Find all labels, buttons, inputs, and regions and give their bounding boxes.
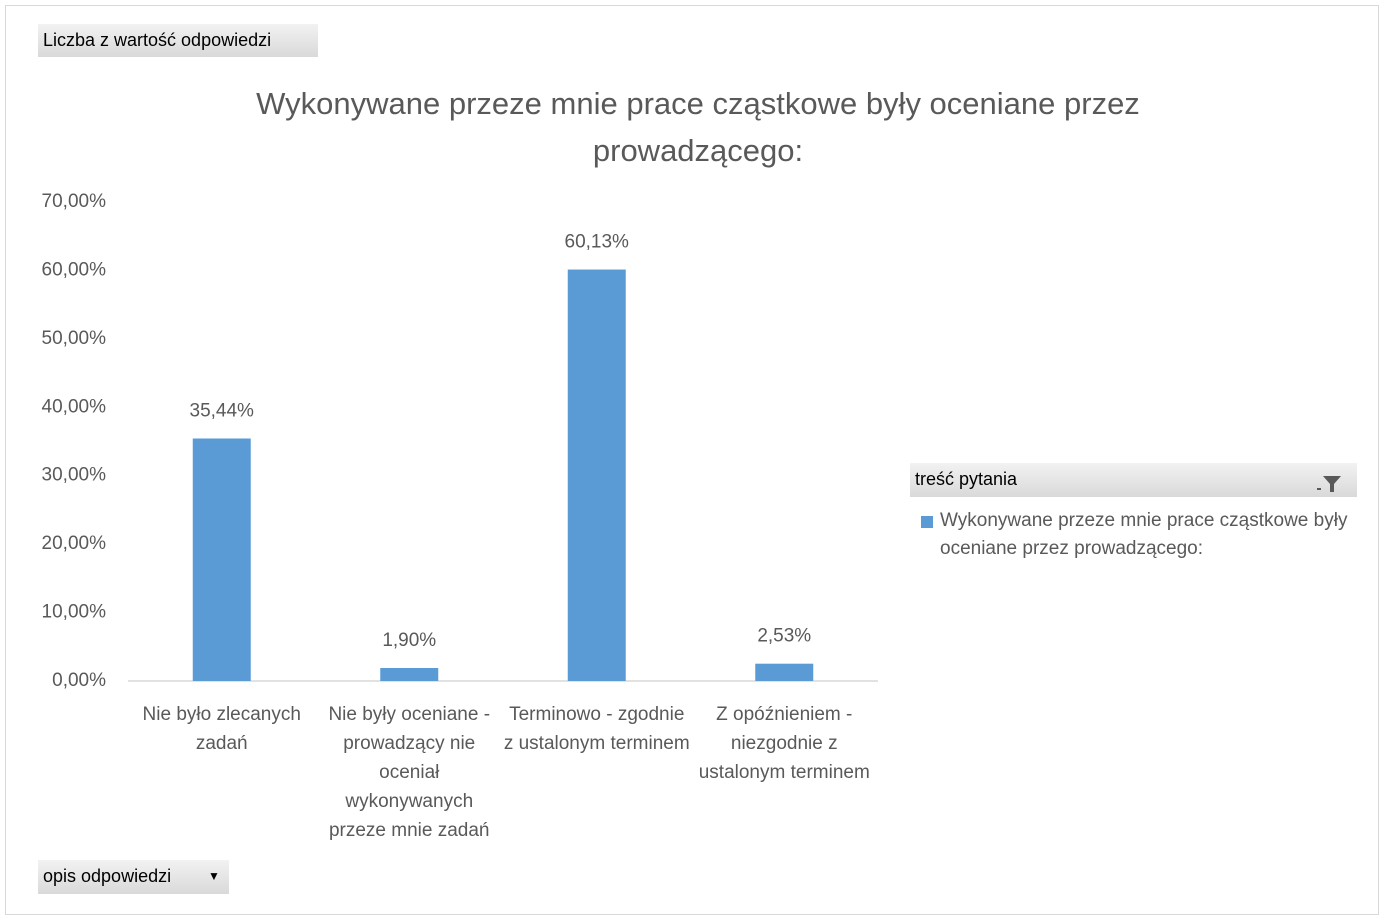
data-label: 60,13%	[565, 232, 630, 253]
filter-glyph	[1317, 476, 1341, 492]
legend-field-label: treść pytania	[915, 469, 1018, 489]
legend-label: Wykonywane przeze mnie prace cząstkowe b…	[940, 510, 1348, 559]
legend-field-button[interactable]: treść pytania	[910, 463, 1357, 497]
y-tick-label: 0,00%	[52, 670, 106, 691]
bar	[380, 667, 439, 681]
x-tick-label: Nie były oceniane - prowadzący nie oceni…	[328, 704, 491, 841]
values-field-button[interactable]: Liczba z wartość odpowiedzi	[38, 24, 318, 57]
dropdown-arrow[interactable]: ▼	[208, 869, 220, 883]
y-tick-label: 30,00%	[42, 465, 107, 486]
x-tick-label: Nie było zlecanych zadań	[142, 704, 301, 754]
bar	[192, 438, 251, 681]
y-tick-label: 20,00%	[42, 533, 107, 554]
y-tick-label: 10,00%	[42, 602, 107, 623]
y-tick-label: 40,00%	[42, 396, 107, 417]
data-label: 35,44%	[190, 401, 255, 422]
data-label: 2,53%	[757, 626, 811, 647]
data-label: 1,90%	[382, 630, 436, 651]
y-tick-label: 70,00%	[42, 191, 107, 212]
y-tick-label: 60,00%	[42, 259, 107, 280]
axis-field-label: opis odpowiedzi	[43, 866, 172, 886]
x-tick-label: Z opóźnieniem - niezgodnie z ustalonym t…	[698, 704, 870, 783]
chart-title: Wykonywane przeze mnie prace cząstkowe b…	[256, 86, 1140, 168]
filter-icon[interactable]	[1317, 463, 1347, 504]
axis-field-button[interactable]: opis odpowiedzi ▼	[38, 860, 229, 894]
y-tick-label: 50,00%	[42, 328, 107, 349]
legend-swatch	[921, 516, 933, 528]
bar	[567, 269, 626, 681]
bar	[755, 663, 814, 681]
x-tick-label: Terminowo - zgodnie z ustalonym terminem	[503, 704, 690, 754]
